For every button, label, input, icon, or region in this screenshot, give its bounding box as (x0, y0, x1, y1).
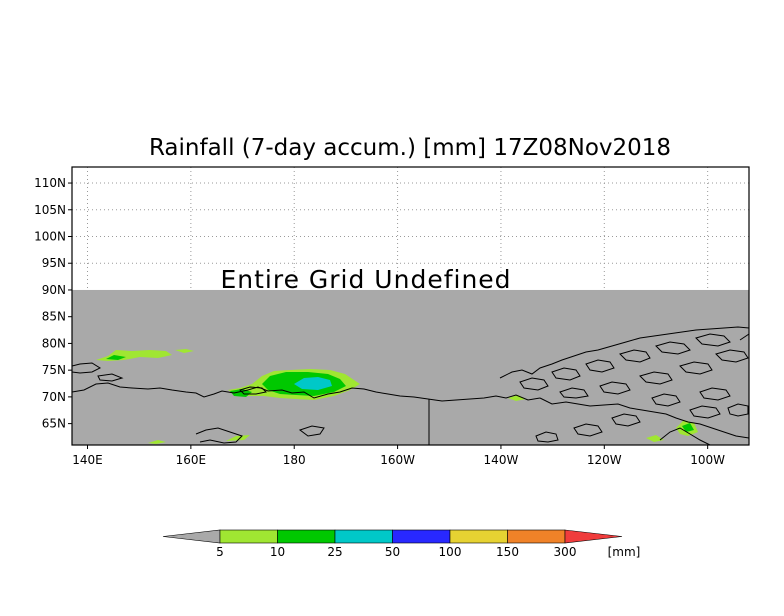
lon-tick-label: 140E (72, 453, 103, 467)
lon-tick-label: 100W (690, 453, 725, 467)
lon-tick-label: 160E (176, 453, 207, 467)
colorbar-bin (507, 529, 566, 544)
undefined-grid-message: Entire Grid Undefined (220, 265, 511, 294)
rain-areas (96, 349, 698, 444)
rain-area-chukotka (148, 435, 250, 444)
latitude-ticks: 110N 105N 100N 95N 90N 85N 80N 75N 70N 65N (34, 176, 72, 431)
graticule (72, 167, 749, 290)
coastline-island-g (559, 387, 589, 399)
coastline-island-i (639, 371, 673, 385)
lat-tick-label: 70N (42, 390, 66, 404)
lon-tick-label: 120W (587, 453, 622, 467)
coastline-island-l (611, 413, 641, 427)
lat-tick-label: 95N (42, 256, 66, 270)
coastline-island-n (699, 387, 731, 401)
coastline-island-a (519, 377, 549, 391)
colorbar-bin (392, 529, 451, 544)
coastline-canada-mainland (539, 397, 749, 439)
colorbar-label: 150 (496, 545, 519, 559)
coastline-east-siberian-islands-2 (97, 373, 124, 382)
masked-region (72, 289, 749, 445)
lat-tick-label: 75N (42, 363, 66, 377)
coastline-island-p (727, 403, 749, 417)
lon-tick-label: 140W (484, 453, 519, 467)
lat-tick-label: 90N (42, 283, 66, 297)
colorbar-label: 10 (270, 545, 285, 559)
lat-tick-label: 85N (42, 310, 66, 324)
lat-tick-label: 105N (34, 203, 66, 217)
colorbar-label: 300 (554, 545, 577, 559)
coastlines (72, 326, 749, 445)
colorbar-legend: 5 10 25 50 100 150 300 [mm] (162, 529, 641, 559)
colorbar-low-arrow (162, 529, 221, 544)
lat-tick-label: 80N (42, 336, 66, 350)
colorbar-bin (449, 529, 508, 544)
colorbar-label: 100 (439, 545, 462, 559)
rain-area-beaufort (508, 395, 526, 401)
colorbar-label: 5 (216, 545, 224, 559)
colorbar-bin (334, 529, 393, 544)
coastline-greenland-edge (739, 333, 749, 341)
lon-tick-label: 160W (380, 453, 415, 467)
coastline-island-o (689, 405, 721, 419)
coastline-siberia (72, 382, 541, 402)
colorbar-high-arrow (564, 529, 623, 544)
coastline-island-e (655, 341, 691, 355)
rain-area-east-siberian (96, 349, 194, 361)
coastline-island-q (573, 423, 603, 437)
colorbar-bin (219, 529, 278, 544)
plot-title: Rainfall (7-day accum.) [mm] 17Z08Nov201… (149, 135, 671, 161)
coastline-island-h (599, 381, 631, 395)
coastline-canada-arctic (499, 326, 749, 379)
undefined-region (72, 167, 749, 290)
coastline-hudson (659, 427, 711, 445)
coastline-island-c (585, 359, 615, 373)
coastline-alaska-south (298, 425, 325, 437)
coastline-island-f (695, 333, 731, 347)
coastline-island-j (679, 361, 713, 375)
rain-area-chukchi (228, 369, 360, 400)
colorbar-bin (277, 529, 336, 544)
map-frame (71, 166, 750, 446)
coastline-wrangel (239, 386, 268, 395)
rain-area-hudson (646, 420, 698, 442)
map-area: Entire Grid Undefined (72, 167, 749, 445)
coastline-island-k (715, 349, 749, 363)
lat-tick-label: 100N (34, 230, 66, 244)
lat-tick-label: 65N (42, 417, 66, 431)
lon-tick-label: 180 (283, 453, 306, 467)
colorbar-label: 25 (327, 545, 342, 559)
coastline-island-d (619, 349, 651, 363)
coastline-island-b (551, 367, 581, 381)
coastline-east-siberian-islands (72, 362, 102, 374)
colorbar-unit: [mm] (608, 545, 641, 559)
lat-tick-label: 110N (34, 176, 66, 190)
coastline-island-m (651, 393, 681, 407)
colorbar-label: 50 (385, 545, 400, 559)
coastline-chukotka (195, 427, 243, 444)
longitude-ticks: 140E 160E 180 160W 140W 120W 100W (72, 445, 725, 467)
coastline-island-r (535, 431, 559, 443)
